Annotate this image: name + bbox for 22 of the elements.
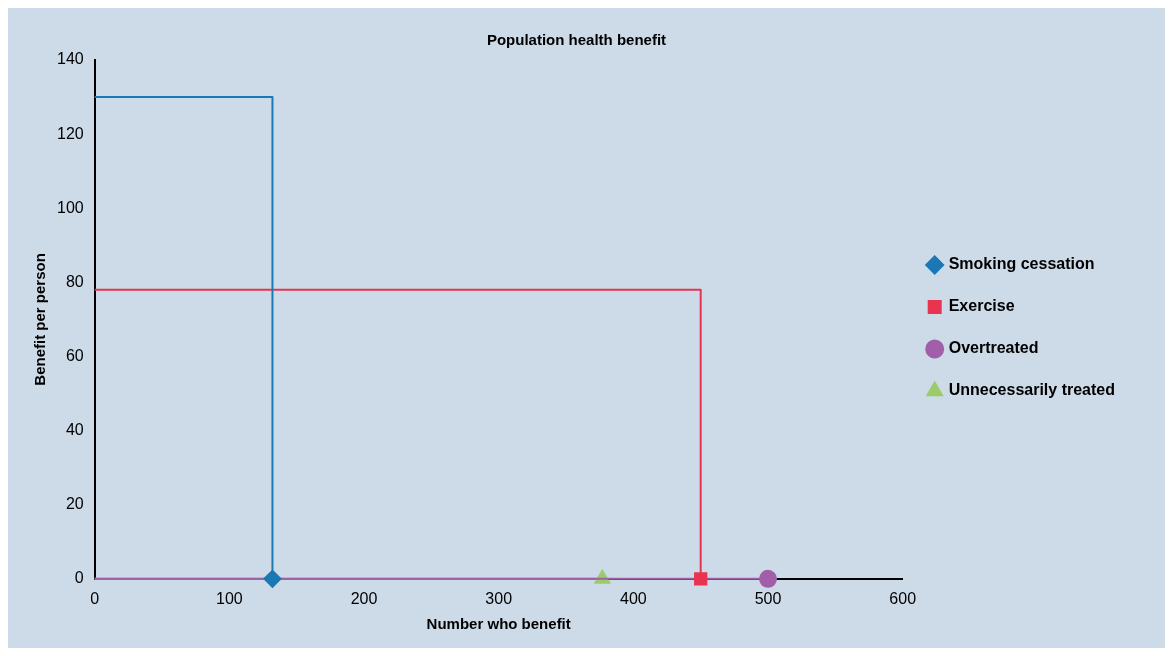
x-tick-label: 500 xyxy=(754,589,782,607)
x-tick-label: 200 xyxy=(350,589,378,607)
y-tick-label: 60 xyxy=(65,346,84,364)
legend-label: Smoking cessation xyxy=(948,255,1095,273)
y-tick-label: 100 xyxy=(56,198,84,216)
x-tick-label: 100 xyxy=(216,589,243,607)
y-tick-label: 20 xyxy=(65,495,84,513)
x-tick-label: 600 xyxy=(889,589,917,607)
y-tick-label: 140 xyxy=(56,50,84,68)
y-tick-label: 40 xyxy=(65,420,84,438)
x-tick-label: 400 xyxy=(620,589,647,607)
x-axis-title: Number who benefit xyxy=(426,615,571,633)
y-tick-label: 120 xyxy=(56,124,84,142)
legend-label: Exercise xyxy=(948,297,1015,315)
y-tick-label: 80 xyxy=(65,272,84,290)
x-tick-label: 0 xyxy=(90,589,100,607)
legend-label: Overtreated xyxy=(948,339,1039,357)
chart-title: Population health benefit xyxy=(486,31,667,49)
y-tick-label: 0 xyxy=(74,569,84,587)
y-axis-title: Benefit per person xyxy=(31,253,49,386)
x-tick-label: 300 xyxy=(485,589,513,607)
legend-label: Unnecessarily treated xyxy=(948,381,1116,399)
